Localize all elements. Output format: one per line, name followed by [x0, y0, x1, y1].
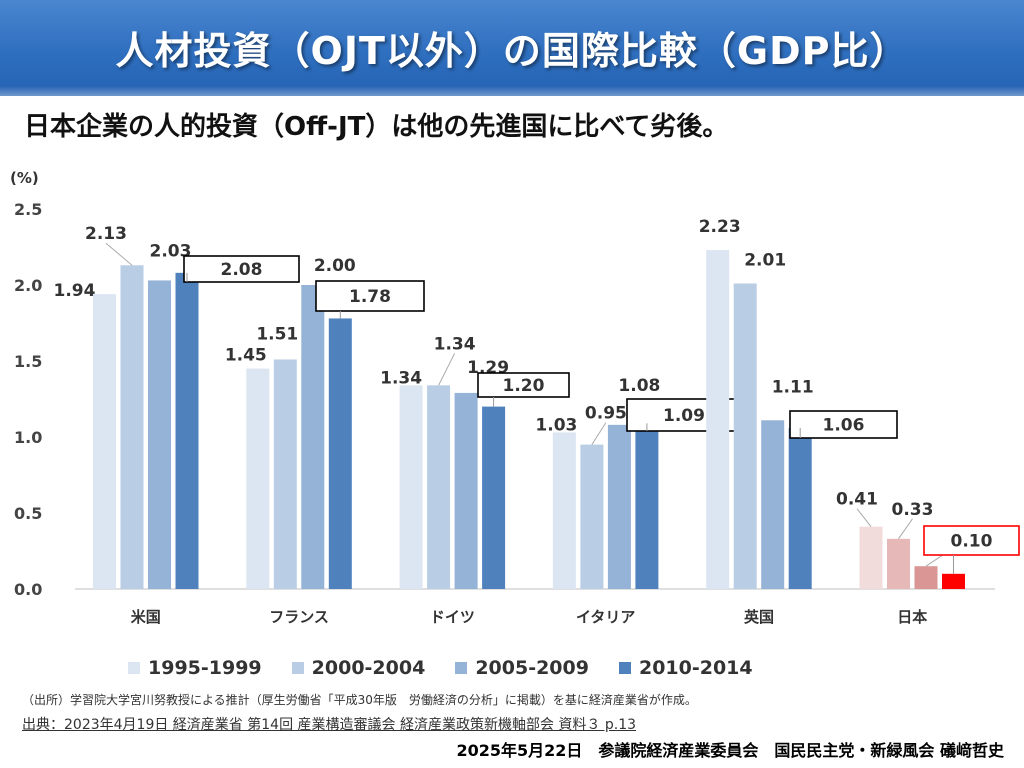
bar-2010-2014 [942, 573, 965, 589]
highlight-box [315, 280, 425, 312]
bar-2010-2014 [635, 423, 659, 589]
bar-2005-2009 [148, 280, 171, 589]
data-label: 1.34 [434, 334, 476, 354]
y-tick-label: 2.0 [14, 276, 42, 295]
slide-subtitle: 日本企業の人的投資（Off-JT）は他の先進国に比べて劣後。 [24, 112, 729, 142]
leader-line [925, 553, 945, 567]
legend-swatch [291, 662, 304, 674]
bar-1995-1999 [859, 526, 883, 589]
legend-item-2000-2004: 2000-2004 [291, 657, 426, 679]
bar-2005-2009 [914, 566, 938, 589]
leader-line [856, 508, 872, 527]
highlight-box [183, 255, 300, 283]
legend-item-2010-2014: 2010-2014 [618, 657, 753, 679]
legend-label: 1995-1999 [148, 657, 262, 679]
data-label: 1.45 [225, 346, 267, 366]
data-label: 1.08 [618, 376, 660, 396]
data-label: 1.94 [54, 281, 96, 301]
citation-link[interactable]: 出典：2023年4月19日 経済産業省 第14回 産業構造審議会 経済産業政策新… [22, 717, 637, 733]
bar-2010-2014 [328, 318, 352, 589]
bar-2005-2009 [761, 420, 785, 589]
bar-1995-1999 [399, 385, 423, 589]
title-bar-sheen [0, 86, 1024, 96]
legend-swatch [455, 662, 468, 674]
x-tick-label: 米国 [131, 608, 161, 626]
bar-2010-2014 [788, 427, 812, 589]
legend-item-2005-2009: 2005-2009 [455, 657, 589, 679]
data-label: 1.06 [823, 416, 865, 436]
data-label: 0.10 [951, 532, 993, 552]
bar-2000-2004 [273, 359, 297, 589]
y-tick-label: 0.5 [14, 504, 42, 523]
footer-credit: 2025年5月22日 参議院経済産業委員会 国民民主党・新緑風会 礒﨑哲史 [456, 741, 1004, 760]
data-label: 0.41 [836, 490, 878, 510]
data-label: 0.95 [585, 404, 627, 424]
bar-2005-2009 [454, 392, 478, 589]
bar-1995-1999 [706, 250, 730, 589]
legend-swatch [618, 662, 631, 674]
data-label: 1.11 [772, 377, 814, 397]
legend-item-1995-1999: 1995-1999 [128, 657, 262, 679]
leader-line [591, 422, 607, 445]
data-label: 2.13 [85, 224, 127, 244]
bar-2000-2004 [733, 283, 757, 589]
slide-title: 人材投資（OJT以外）の国際比較（GDP比） [115, 29, 909, 73]
bar-2000-2004 [580, 444, 604, 589]
x-tick-label: イタリア [576, 608, 635, 626]
bar-1995-1999 [552, 432, 576, 589]
y-tick-label: 2.5 [14, 200, 42, 219]
x-tick-label: フランス [269, 608, 329, 626]
data-label: 1.09 [663, 406, 705, 426]
highlight-box [477, 372, 570, 398]
data-label: 2.08 [221, 260, 263, 280]
leader-line [105, 242, 133, 266]
legend-label: 2005-2009 [475, 657, 589, 679]
highlight-box [923, 525, 1020, 556]
source-note: （出所）学習院大学宮川努教授による推計（厚生労働省「平成30年版 労働経済の分析… [22, 693, 697, 707]
bar-2005-2009 [301, 285, 325, 589]
data-label: 2.23 [699, 217, 741, 237]
bar-2000-2004 [887, 538, 910, 589]
legend-label: 2000-2004 [311, 657, 426, 679]
leader-line [898, 518, 913, 540]
leader-line [438, 353, 456, 386]
chart-legend: 1995-1999 2000-2004 2005-2009 2010-2014 [128, 657, 753, 679]
bar-2000-2004 [120, 265, 144, 589]
data-label: 1.20 [503, 376, 545, 396]
y-axis-label: (%) [10, 169, 39, 187]
data-label: 2.00 [314, 256, 356, 276]
bar-chart: (%) 0.0 0.5 1.0 1.5 2.0 2.5 1.94 2.13 2.03 2.08 米国 1… [10, 169, 1020, 626]
legend-swatch [128, 662, 140, 674]
data-label: 2.01 [744, 250, 786, 270]
bar-2000-2004 [427, 385, 451, 589]
x-tick-label: 日本 [897, 608, 927, 626]
data-label: 1.34 [380, 368, 422, 388]
data-label: 1.51 [256, 324, 298, 344]
y-tick-label: 0.0 [14, 580, 42, 599]
bar-1995-1999 [93, 294, 116, 589]
bar-1995-1999 [246, 368, 270, 589]
x-tick-label: 英国 [744, 608, 774, 626]
y-tick-label: 1.0 [14, 428, 42, 447]
data-label: 1.03 [535, 415, 577, 435]
title-bar: 人材投資（OJT以外）の国際比較（GDP比） [0, 0, 1024, 96]
data-label: 1.78 [349, 287, 391, 307]
data-label: 0.33 [892, 500, 934, 520]
highlight-box [789, 410, 898, 439]
y-tick-label: 1.5 [14, 352, 42, 371]
data-label: 2.03 [150, 241, 192, 261]
bar-2005-2009 [607, 424, 631, 589]
x-tick-label: ドイツ [430, 608, 475, 626]
bar-2010-2014 [482, 406, 506, 589]
legend-label: 2010-2014 [638, 657, 753, 679]
bar-2010-2014 [175, 272, 199, 589]
